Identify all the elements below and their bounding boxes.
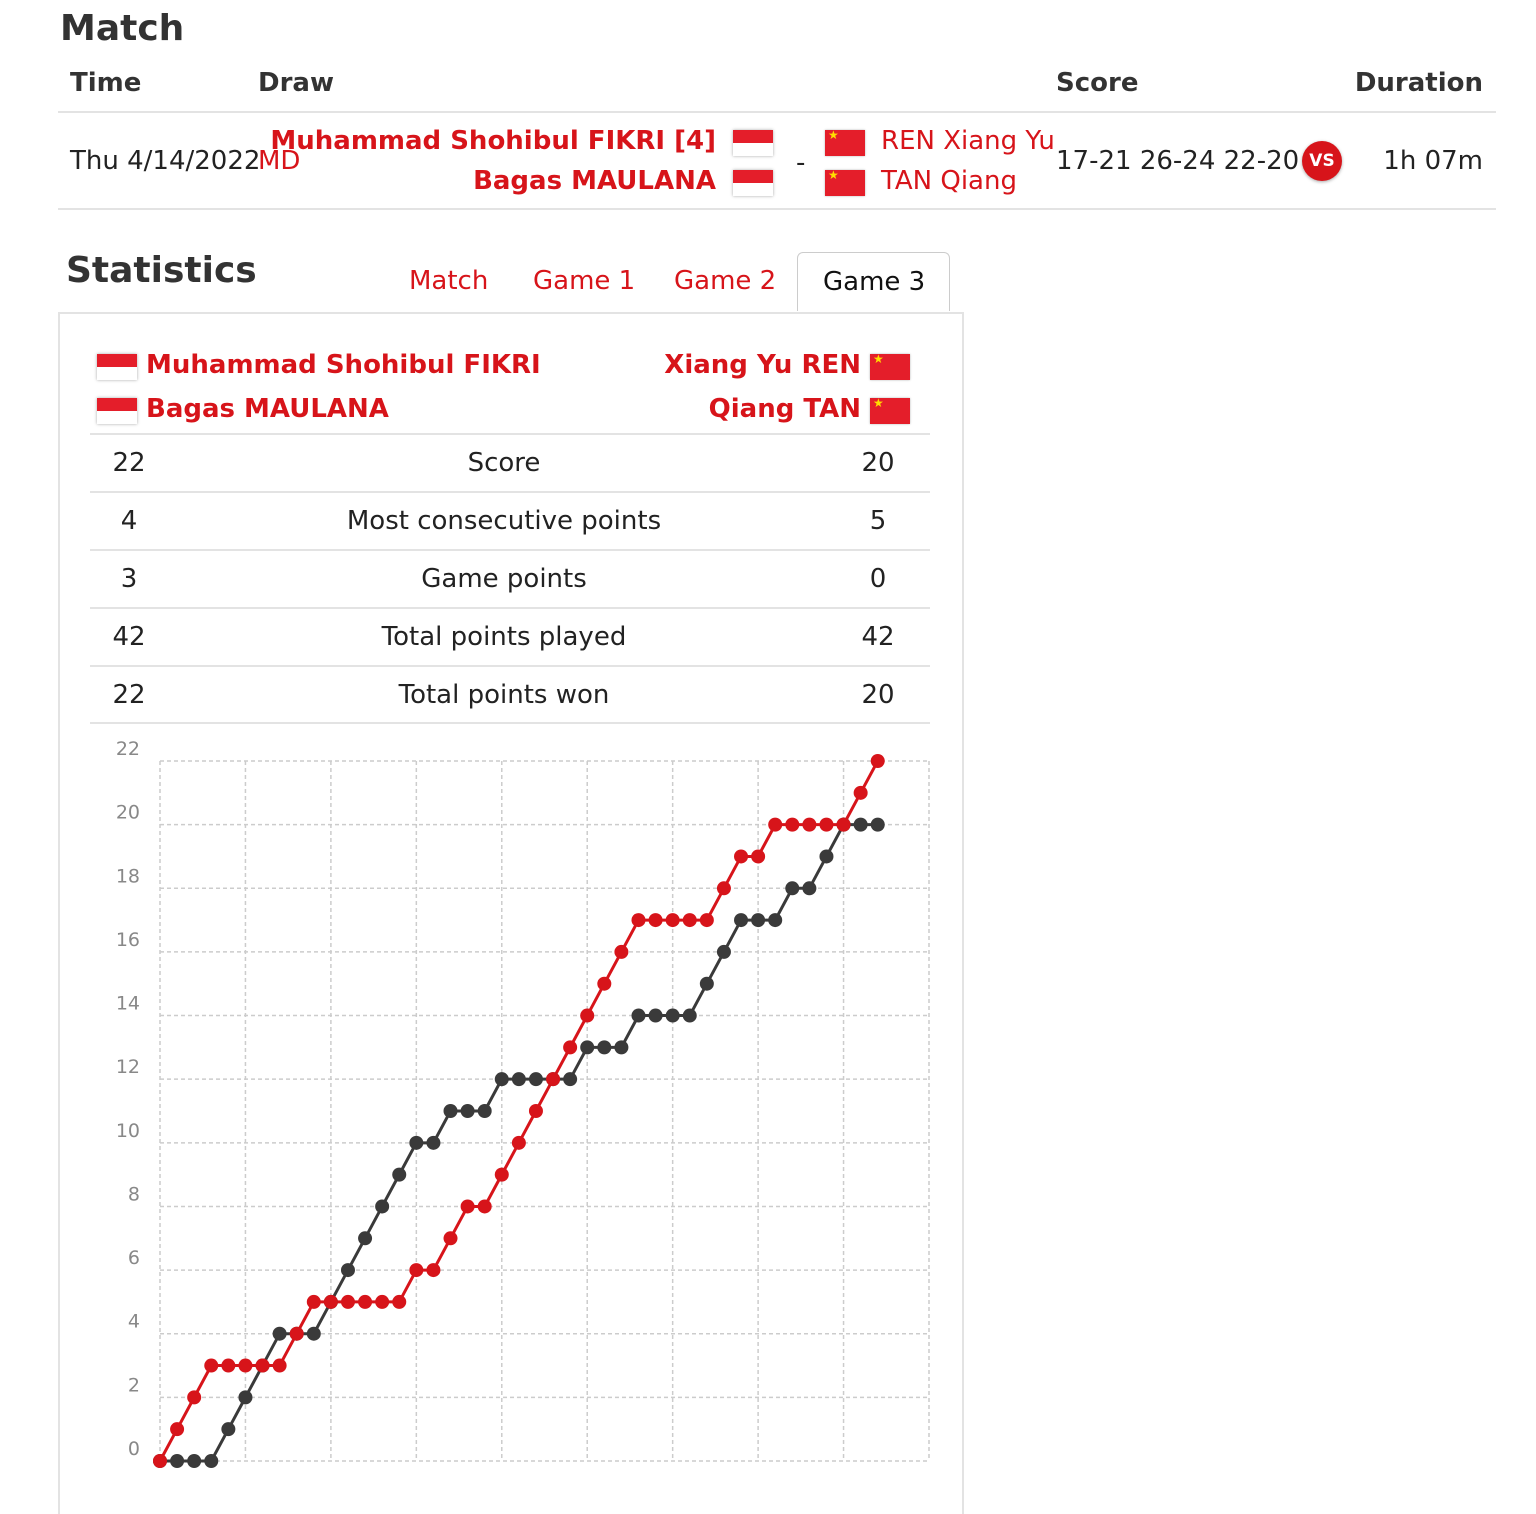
stat-row-total-played: 42 Total points played 42 bbox=[90, 607, 930, 667]
statistics-panel bbox=[58, 312, 964, 1514]
stat-label: Total points won bbox=[398, 680, 610, 710]
team-separator: - bbox=[796, 148, 806, 178]
match-duration: 1h 07m bbox=[1383, 146, 1483, 176]
header-duration: Duration bbox=[1354, 68, 1483, 98]
stat-label: Most consecutive points bbox=[346, 506, 662, 536]
team1-player2-link[interactable]: Bagas MAULANA bbox=[473, 166, 716, 196]
tab-game-1[interactable]: Game 1 bbox=[533, 266, 636, 296]
china-flag-icon bbox=[870, 352, 910, 380]
match-time: Thu 4/14/2022 bbox=[70, 146, 261, 176]
team2-player2-link[interactable]: TAN Qiang bbox=[881, 166, 1017, 196]
stat-label: Total points played bbox=[381, 622, 627, 652]
match-score: 17-21 26-24 22-20 bbox=[1056, 146, 1300, 176]
tab-match[interactable]: Match bbox=[409, 266, 489, 296]
stat-right-value: 5 bbox=[869, 506, 887, 536]
stats-team2-player2-link[interactable]: Qiang TAN bbox=[708, 394, 861, 424]
stats-team1-player2-link[interactable]: Bagas MAULANA bbox=[146, 394, 389, 424]
indonesia-flag-icon bbox=[733, 130, 773, 156]
team2-player1-link[interactable]: REN Xiang Yu bbox=[881, 126, 1055, 156]
stat-left-value: 42 bbox=[112, 622, 146, 652]
statistics-title: Statistics bbox=[66, 250, 257, 291]
china-flag-icon bbox=[825, 128, 865, 156]
stat-left-value: 3 bbox=[120, 564, 138, 594]
stats-team2-player1-link[interactable]: Xiang Yu REN bbox=[664, 350, 861, 380]
stat-left-value: 22 bbox=[112, 448, 146, 478]
stat-right-value: 20 bbox=[861, 680, 895, 710]
indonesia-flag-icon bbox=[97, 398, 137, 424]
vs-button-icon[interactable]: VS bbox=[1302, 141, 1342, 181]
stat-right-value: 42 bbox=[861, 622, 895, 652]
indonesia-flag-icon bbox=[733, 170, 773, 196]
tab-game-2[interactable]: Game 2 bbox=[674, 266, 777, 296]
header-divider bbox=[58, 111, 1496, 113]
header-time: Time bbox=[70, 68, 142, 98]
tab-game-3[interactable]: Game 3 bbox=[797, 252, 951, 311]
header-draw: Draw bbox=[258, 68, 334, 98]
china-flag-icon bbox=[825, 168, 865, 196]
stat-row-score: 22 Score 20 bbox=[90, 433, 930, 493]
stat-right-value: 20 bbox=[861, 448, 895, 478]
team1-player1-link[interactable]: Muhammad Shohibul FIKRI [4] bbox=[270, 126, 716, 156]
stats-team1-player1-link[interactable]: Muhammad Shohibul FIKRI bbox=[146, 350, 541, 380]
stat-row-game-points: 3 Game points 0 bbox=[90, 549, 930, 609]
row-divider bbox=[90, 722, 930, 724]
match-draw-link[interactable]: MD bbox=[258, 146, 301, 176]
stat-label: Score bbox=[467, 448, 541, 478]
indonesia-flag-icon bbox=[97, 354, 137, 380]
row-divider bbox=[58, 208, 1496, 210]
china-flag-icon bbox=[870, 396, 910, 424]
stat-right-value: 0 bbox=[869, 564, 887, 594]
stat-label: Game points bbox=[421, 564, 587, 594]
stat-left-value: 22 bbox=[112, 680, 146, 710]
stat-left-value: 4 bbox=[120, 506, 138, 536]
header-score: Score bbox=[1056, 68, 1139, 98]
match-section-title: Match bbox=[60, 8, 185, 49]
stat-row-total-won: 22 Total points won 20 bbox=[90, 665, 930, 725]
stat-row-consecutive: 4 Most consecutive points 5 bbox=[90, 491, 930, 551]
